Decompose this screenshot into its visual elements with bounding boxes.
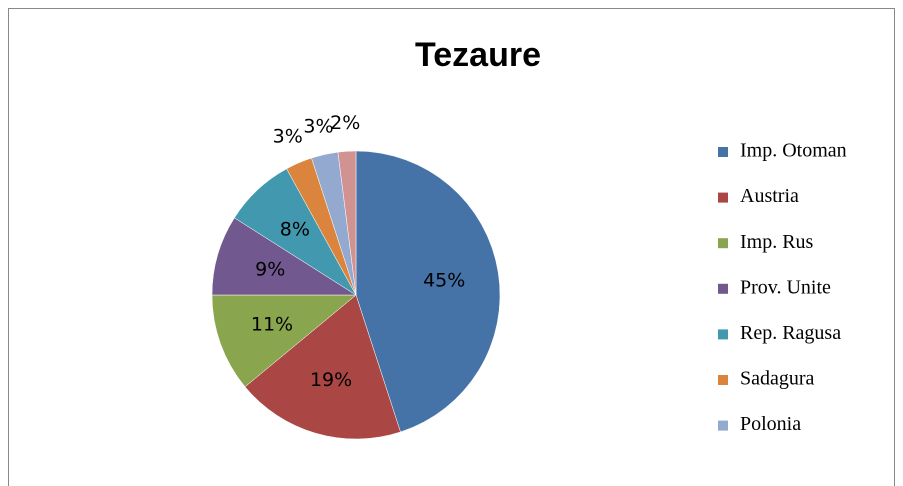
legend-label: Sadagura bbox=[740, 368, 815, 390]
pie-slice bbox=[211, 294, 357, 388]
pie-slice bbox=[355, 150, 501, 433]
data-label: 11% bbox=[251, 314, 293, 336]
legend-swatch bbox=[718, 147, 728, 157]
legend-label: Polonia bbox=[740, 413, 801, 435]
legend-swatch bbox=[718, 420, 728, 431]
legend-label: Imp. Otoman bbox=[740, 140, 847, 162]
legend-swatch bbox=[718, 238, 728, 249]
data-label: 3% bbox=[303, 116, 333, 138]
legend-label: Imp. Rus bbox=[740, 231, 814, 253]
data-label: 45% bbox=[423, 270, 465, 292]
legend-swatch bbox=[718, 192, 728, 203]
data-label: 9% bbox=[255, 259, 285, 281]
legend-swatch bbox=[718, 283, 728, 294]
legend-swatch bbox=[718, 329, 728, 340]
data-label: 8% bbox=[280, 218, 310, 240]
pie-slice bbox=[244, 294, 401, 440]
legend-label: Prov. Unite bbox=[740, 276, 831, 298]
chart-title: Tezaure bbox=[415, 36, 541, 74]
legend-label: Rep. Ragusa bbox=[740, 322, 841, 344]
pie-slice bbox=[337, 150, 357, 296]
pie-slice bbox=[211, 217, 357, 296]
data-label: 2% bbox=[330, 112, 360, 134]
legend-label: Austria bbox=[740, 185, 799, 207]
data-label: 19% bbox=[310, 369, 352, 391]
data-label: 3% bbox=[273, 126, 303, 148]
legend-swatch bbox=[718, 375, 728, 385]
